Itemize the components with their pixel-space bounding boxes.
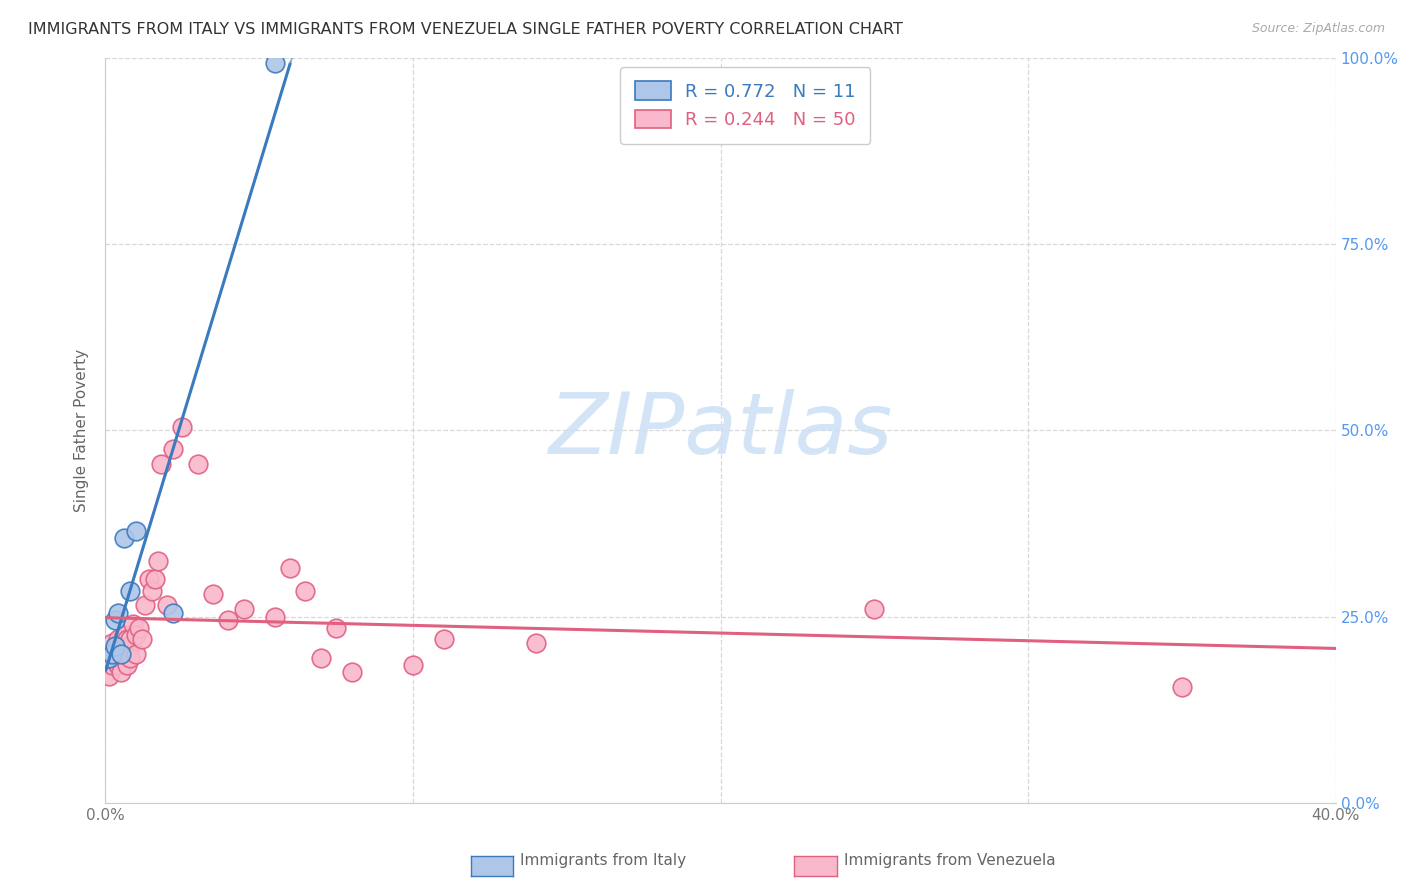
Text: ZIPatlas: ZIPatlas <box>548 389 893 472</box>
Point <box>107 658 129 673</box>
Point <box>125 647 148 661</box>
Point <box>97 669 120 683</box>
Point <box>112 532 135 546</box>
Point <box>115 658 138 673</box>
Point <box>107 606 129 620</box>
Point <box>278 561 301 575</box>
Point <box>263 609 285 624</box>
Point <box>325 621 347 635</box>
Point <box>107 632 129 646</box>
Point <box>1171 681 1194 695</box>
Point <box>122 617 145 632</box>
Point <box>162 442 184 456</box>
Text: Immigrants from Venezuela: Immigrants from Venezuela <box>844 854 1056 868</box>
Point <box>156 599 179 613</box>
Point <box>120 583 141 598</box>
Point <box>97 650 120 665</box>
Point <box>149 457 172 471</box>
Text: Source: ZipAtlas.com: Source: ZipAtlas.com <box>1251 22 1385 36</box>
Point <box>172 419 194 434</box>
Point <box>112 628 135 642</box>
Point <box>115 643 138 657</box>
Point <box>110 665 132 680</box>
Point <box>162 606 184 620</box>
Point <box>97 650 120 665</box>
Point <box>107 640 129 654</box>
Point <box>104 654 127 668</box>
Point <box>125 524 148 538</box>
Y-axis label: Single Father Poverty: Single Father Poverty <box>75 349 90 512</box>
Point <box>100 635 122 649</box>
Point <box>433 632 456 646</box>
Point <box>120 650 141 665</box>
Point <box>141 583 163 598</box>
Point <box>294 583 316 598</box>
Text: IMMIGRANTS FROM ITALY VS IMMIGRANTS FROM VENEZUELA SINGLE FATHER POVERTY CORRELA: IMMIGRANTS FROM ITALY VS IMMIGRANTS FROM… <box>28 22 903 37</box>
Point <box>187 457 209 471</box>
Point <box>128 621 150 635</box>
Point <box>218 613 240 627</box>
Point <box>131 632 153 646</box>
Point <box>110 650 132 665</box>
Point <box>146 554 169 568</box>
Text: Immigrants from Italy: Immigrants from Italy <box>520 854 686 868</box>
Point <box>263 56 285 70</box>
Point <box>110 647 132 661</box>
Point <box>863 602 886 616</box>
Point <box>104 640 127 654</box>
Point <box>143 573 166 587</box>
Point <box>104 613 127 627</box>
Point <box>524 635 547 649</box>
Point <box>100 647 122 661</box>
Point <box>340 665 363 680</box>
Point <box>100 658 122 673</box>
Point <box>110 643 132 657</box>
Point <box>309 650 332 665</box>
Point <box>134 599 156 613</box>
Point <box>402 658 425 673</box>
Point <box>125 628 148 642</box>
Point <box>112 643 135 657</box>
Point <box>232 602 254 616</box>
Point <box>202 587 225 601</box>
Point <box>115 632 138 646</box>
Point <box>120 632 141 646</box>
Point <box>120 640 141 654</box>
Point <box>104 643 127 657</box>
Point <box>138 573 160 587</box>
Legend: R = 0.772   N = 11, R = 0.244   N = 50: R = 0.772 N = 11, R = 0.244 N = 50 <box>620 67 870 144</box>
Point <box>100 647 122 661</box>
